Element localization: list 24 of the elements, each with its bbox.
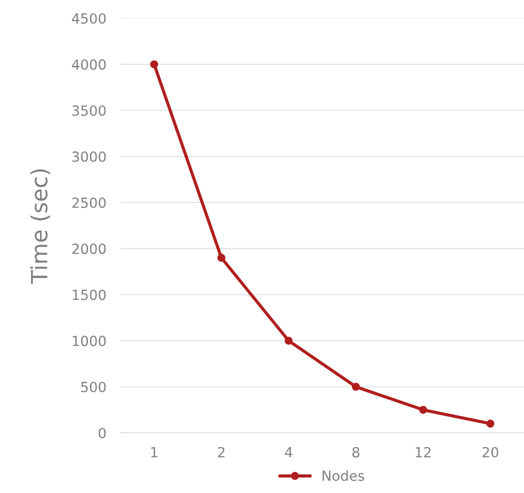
y-tick-label: 500: [81, 382, 106, 392]
point: [150, 60, 158, 68]
y-tick-label: 0: [98, 428, 106, 438]
y-tick-label: 1000: [72, 336, 106, 346]
x-tick-label: 8: [352, 446, 360, 458]
y-tick-label: 2500: [72, 197, 106, 208]
x-tick-label: 4: [284, 447, 292, 458]
y-tick-label: 4500: [72, 13, 106, 24]
y-axis-title: Time (sec): [30, 169, 50, 284]
y-tick-label: 2000: [72, 244, 106, 254]
y-tick-label: 3500: [72, 105, 106, 116]
y-tick-label: 3000: [72, 151, 106, 162]
point: [284, 336, 293, 345]
point: [419, 406, 428, 414]
x-tick-label: 20: [482, 446, 498, 458]
point: [486, 420, 494, 428]
x-tick-label: 12: [416, 446, 431, 458]
legend-label: Nodes: [322, 470, 364, 481]
y-tick-label: 4000: [72, 59, 106, 70]
point: [352, 382, 360, 391]
x-tick-label: 2: [218, 446, 224, 458]
x-tick-label: 1: [151, 447, 158, 458]
point: [217, 254, 226, 262]
y-tick-label: 1500: [72, 290, 106, 300]
